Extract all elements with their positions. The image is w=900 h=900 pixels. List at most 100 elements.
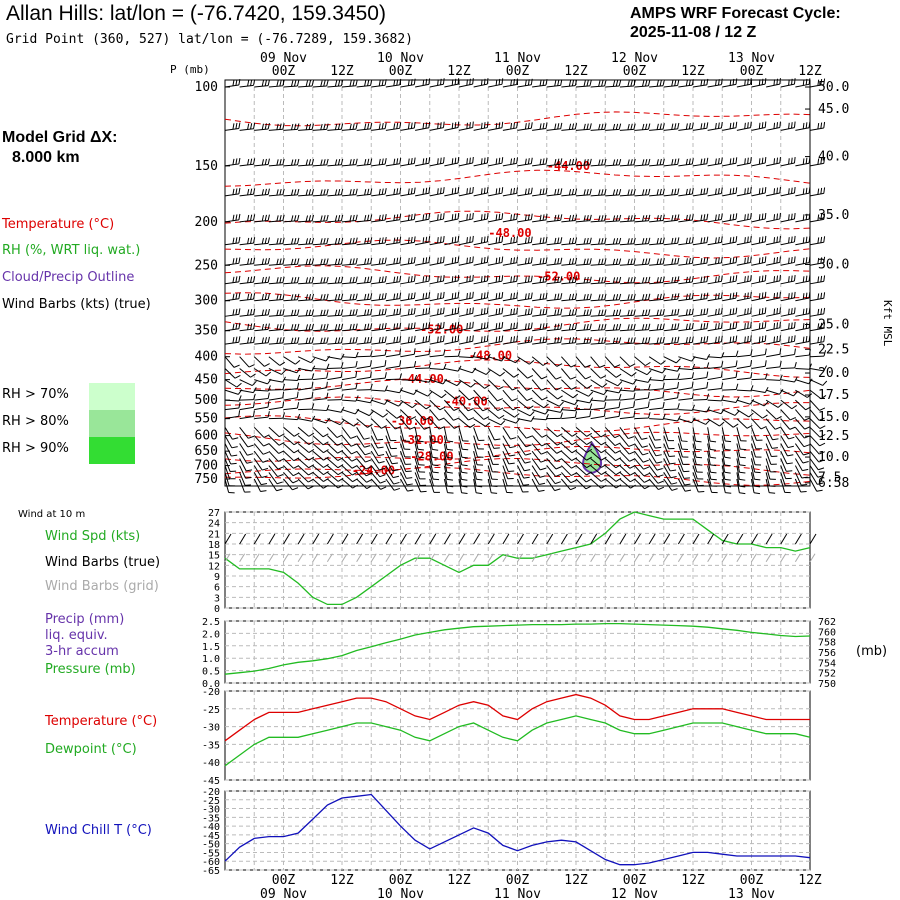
wind-barb-flag xyxy=(586,456,593,461)
wind-barb xyxy=(400,256,416,266)
wind-barb xyxy=(370,409,388,418)
wind-barb-shaft xyxy=(648,458,658,471)
wind-barb-flag xyxy=(598,277,601,284)
wind-barb-flag xyxy=(641,258,645,265)
wind-barb-shaft xyxy=(312,465,324,475)
surface-wind-barb-grid xyxy=(634,553,640,563)
wind-barb xyxy=(634,435,648,448)
wind-barb-flag xyxy=(545,275,548,282)
wind-barb-flag xyxy=(447,492,454,494)
wind-barb-flag xyxy=(413,213,416,220)
wind-barb-flag xyxy=(263,434,270,438)
wind-barb-shaft xyxy=(444,162,459,167)
wind-barb-flag xyxy=(674,188,677,195)
wind-barb xyxy=(663,450,676,465)
wind-barb-flag xyxy=(674,293,677,300)
wind-barb-shaft xyxy=(473,418,486,427)
panel-tick-label: 0.5 xyxy=(202,667,220,678)
wind-barb-shaft xyxy=(356,242,371,246)
wind-barb-flag xyxy=(381,188,384,195)
wind-barb-shaft xyxy=(224,399,240,402)
wind-barb-flag xyxy=(627,189,630,196)
wind-barb-flag xyxy=(618,237,622,244)
wind-barb xyxy=(751,458,761,474)
wind-barb xyxy=(429,213,445,223)
wind-barb-flag xyxy=(253,293,256,300)
wind-barb xyxy=(634,356,651,367)
wind-barb-shaft xyxy=(487,389,498,402)
top-hour-label: 00Z xyxy=(272,64,296,79)
wind-barb-flag xyxy=(662,401,665,409)
wind-barb-flag xyxy=(293,159,297,166)
wind-barb-shaft xyxy=(268,397,283,401)
wind-barb-flag xyxy=(627,159,630,166)
wind-barb-flag xyxy=(771,447,778,449)
surface-wind-barb-grid xyxy=(765,553,772,563)
wind-barb-shaft xyxy=(312,128,327,131)
wind-barb xyxy=(356,478,373,490)
wind-barb-flag xyxy=(691,188,694,195)
wind-barb-flag xyxy=(337,309,341,316)
wind-barb xyxy=(429,389,447,399)
wind-barb xyxy=(502,458,515,472)
wind-barb-shaft xyxy=(809,478,818,492)
wind-barb-flag xyxy=(802,460,809,464)
wind-barb-shaft xyxy=(224,281,239,285)
wind-barb xyxy=(648,458,663,471)
surface-wind-barb-grid xyxy=(517,553,523,563)
wind-barb xyxy=(473,409,490,420)
wind-barb-shaft xyxy=(736,365,751,369)
wind-barb-flag xyxy=(261,323,264,331)
wind-barb xyxy=(619,276,636,285)
wind-barb-shaft xyxy=(692,193,707,197)
wind-barb xyxy=(721,418,739,428)
wind-barb-shaft xyxy=(327,85,342,88)
wind-barb xyxy=(531,472,546,485)
wind-barb xyxy=(458,427,469,442)
wind-barb xyxy=(677,458,690,473)
wind-barb-shaft xyxy=(794,465,803,479)
wind-barb-flag xyxy=(633,293,636,300)
wind-barb-flag xyxy=(750,385,754,392)
wind-barb-shaft xyxy=(809,162,824,167)
wind-barb-flag xyxy=(483,236,486,243)
wind-barb xyxy=(487,472,498,488)
surface-wind-barb xyxy=(253,533,261,545)
wind-barb-shaft xyxy=(414,389,428,397)
wind-barb xyxy=(473,465,483,481)
wind-barb xyxy=(649,293,665,302)
wind-barb xyxy=(707,478,718,494)
wind-barb xyxy=(766,348,782,358)
wind-barb xyxy=(371,322,387,332)
wind-barb xyxy=(415,362,432,369)
wind-barb-shaft xyxy=(677,443,683,458)
wind-barb-shaft xyxy=(312,435,324,446)
wind-barb-flag xyxy=(410,79,413,86)
wind-barb xyxy=(561,465,577,477)
wind-barb-shaft xyxy=(736,162,751,167)
wind-barb-flag xyxy=(703,214,706,221)
wind-barb-flag xyxy=(384,79,387,86)
wind-barb-flag xyxy=(732,236,735,243)
wind-barb-flag xyxy=(691,404,695,411)
wind-barb-flag xyxy=(791,322,793,329)
wind-barb xyxy=(634,158,651,167)
wind-barb-shaft xyxy=(736,458,740,473)
wind-barb-shaft xyxy=(473,379,485,389)
wind-barb-flag xyxy=(574,214,578,221)
wind-barb xyxy=(341,293,358,302)
wind-barb xyxy=(677,472,691,486)
wind-barb-flag xyxy=(391,462,398,465)
wind-barb xyxy=(766,360,782,369)
wind-barb-flag xyxy=(516,307,518,314)
wind-barb-flag xyxy=(764,186,767,194)
wind-barb-flag xyxy=(399,360,402,367)
wind-barb-flag xyxy=(598,159,601,166)
wind-barb-flag xyxy=(267,188,270,195)
wind-barb-flag xyxy=(476,485,483,488)
wind-barb xyxy=(634,309,651,317)
wind-barb-shaft xyxy=(736,409,750,418)
wind-barb-shaft xyxy=(239,219,254,223)
wind-barb-flag xyxy=(486,235,489,242)
wind-barb xyxy=(517,292,533,302)
